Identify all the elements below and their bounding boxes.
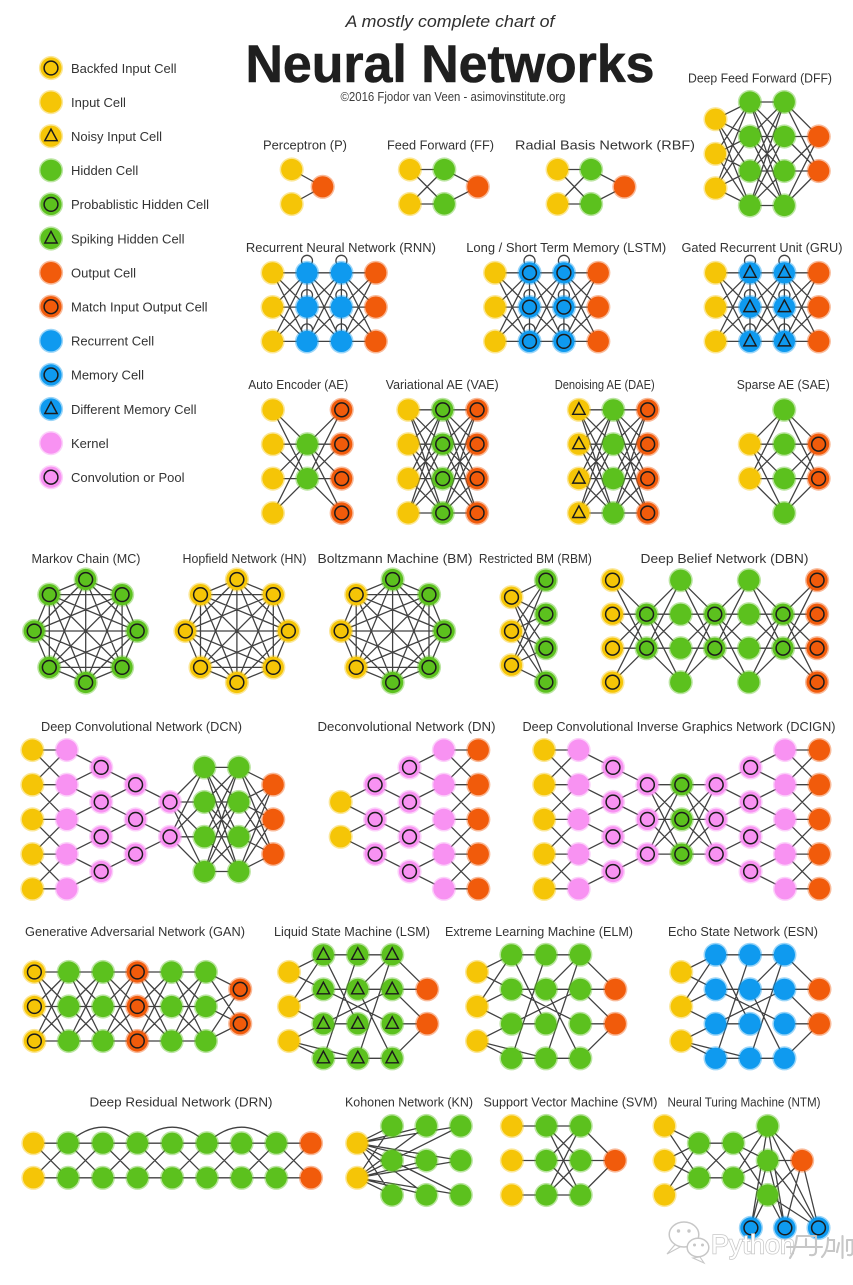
svg-text:©2016 Fjodor van Veen - asimov: ©2016 Fjodor van Veen - asimovinstitute.… (341, 89, 566, 104)
svg-text:Output Cell: Output Cell (71, 265, 136, 280)
svg-text:Match Input Output Cell: Match Input Output Cell (71, 300, 208, 315)
svg-text:Hidden Cell: Hidden Cell (71, 163, 138, 178)
svg-text:Deep Convolutional Network (DC: Deep Convolutional Network (DCN) (41, 719, 242, 734)
svg-text:Neural Turing Machine (NTM): Neural Turing Machine (NTM) (668, 1095, 821, 1110)
svg-text:Memory Cell: Memory Cell (71, 368, 144, 383)
svg-text:Neural Networks: Neural Networks (246, 35, 655, 94)
svg-text:Gated Recurrent Unit (GRU): Gated Recurrent Unit (GRU) (682, 240, 843, 255)
svg-text:Convolution or Pool: Convolution or Pool (71, 470, 185, 485)
svg-text:Different Memory Cell: Different Memory Cell (71, 402, 197, 417)
svg-text:Deconvolutional Network (DN): Deconvolutional Network (DN) (318, 719, 496, 734)
svg-text:Generative Adversarial Network: Generative Adversarial Network (GAN) (25, 924, 245, 939)
svg-text:Kohonen Network (KN): Kohonen Network (KN) (345, 1095, 473, 1110)
svg-text:Recurrent Neural Network (RNN): Recurrent Neural Network (RNN) (246, 240, 436, 255)
svg-text:Boltzmann Machine (BM): Boltzmann Machine (BM) (318, 551, 473, 566)
svg-text:Hopfield Network (HN): Hopfield Network (HN) (183, 551, 307, 566)
svg-text:Radial Basis Network (RBF): Radial Basis Network (RBF) (515, 138, 695, 153)
svg-text:Variational AE (VAE): Variational AE (VAE) (386, 377, 499, 392)
svg-text:Deep Belief Network (DBN): Deep Belief Network (DBN) (641, 551, 809, 566)
svg-text:Noisy Input Cell: Noisy Input Cell (71, 129, 162, 144)
svg-text:Extreme Learning Machine (ELM): Extreme Learning Machine (ELM) (445, 924, 633, 939)
svg-text:Sparse AE (SAE): Sparse AE (SAE) (737, 377, 830, 392)
svg-text:Spiking Hidden Cell: Spiking Hidden Cell (71, 231, 185, 246)
svg-text:Long / Short Term Memory (LSTM: Long / Short Term Memory (LSTM) (466, 240, 666, 255)
svg-text:Support Vector Machine (SVM): Support Vector Machine (SVM) (484, 1095, 658, 1110)
svg-text:Python: Python (711, 1230, 795, 1260)
svg-text:A mostly complete chart of: A mostly complete chart of (344, 12, 556, 31)
svg-text:Deep Convolutional Inverse Gra: Deep Convolutional Inverse Graphics Netw… (523, 719, 836, 734)
svg-text:Kernel: Kernel (71, 436, 109, 451)
svg-text:Auto Encoder (AE): Auto Encoder (AE) (248, 377, 348, 392)
svg-text:Perceptron (P): Perceptron (P) (263, 138, 347, 153)
svg-text:Markov Chain (MC): Markov Chain (MC) (32, 551, 141, 566)
svg-text:Probablistic Hidden Cell: Probablistic Hidden Cell (71, 197, 209, 212)
svg-text:Recurrent Cell: Recurrent Cell (71, 334, 154, 349)
svg-text:Denoising AE (DAE): Denoising AE (DAE) (555, 377, 655, 392)
svg-text:Deep Residual Network (DRN): Deep Residual Network (DRN) (90, 1095, 273, 1110)
svg-text:Backfed Input Cell: Backfed Input Cell (71, 61, 177, 76)
svg-text:Deep Feed Forward (DFF): Deep Feed Forward (DFF) (688, 71, 832, 86)
svg-text:Echo State Network (ESN): Echo State Network (ESN) (668, 924, 818, 939)
svg-text:Restricted BM (RBM): Restricted BM (RBM) (479, 551, 592, 566)
svg-text:Feed Forward (FF): Feed Forward (FF) (387, 138, 494, 153)
svg-text:Input Cell: Input Cell (71, 95, 126, 110)
svg-text:Liquid State Machine (LSM): Liquid State Machine (LSM) (274, 924, 430, 939)
